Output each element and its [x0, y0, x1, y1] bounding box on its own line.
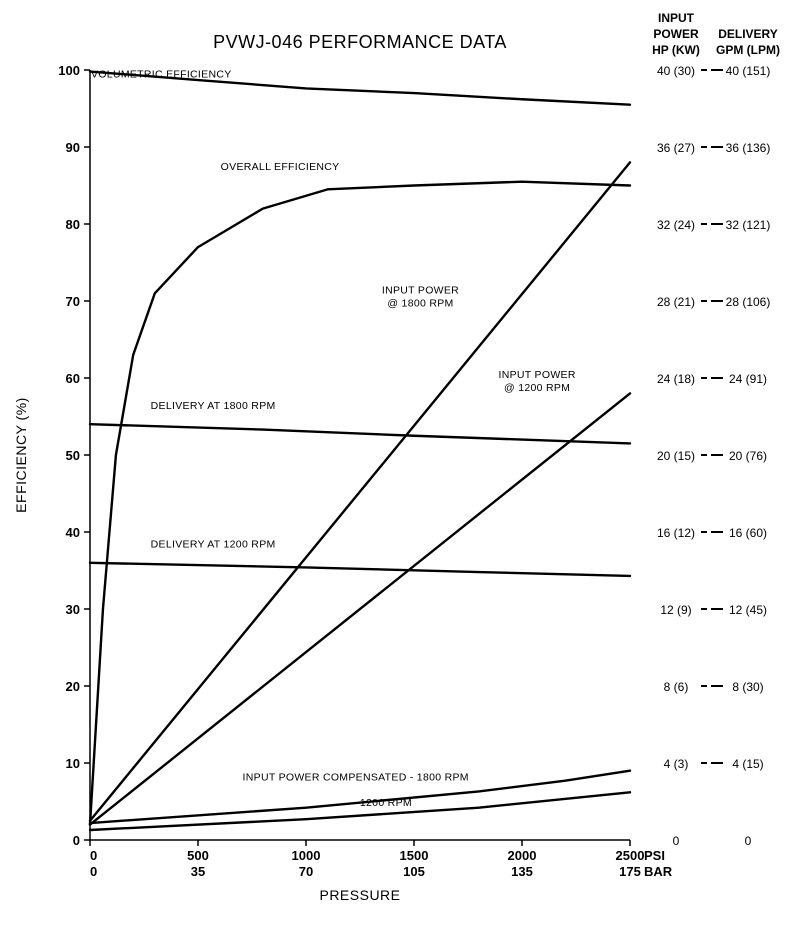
right-power-header: INPUT	[658, 11, 695, 25]
x-tick-label-bar: 135	[511, 864, 533, 879]
chart-title: PVWJ-046 PERFORMANCE DATA	[213, 32, 507, 52]
right-delivery-tick: 8 (30)	[732, 680, 763, 694]
x-tick-label-bar: 35	[191, 864, 205, 879]
right-delivery-header: DELIVERY	[718, 27, 778, 41]
y-tick-label: 60	[66, 371, 80, 386]
series-label-compensated_1800: INPUT POWER COMPENSATED - 1800 RPM	[243, 772, 469, 784]
series-overall_efficiency	[90, 182, 630, 825]
right-delivery-tick: 12 (45)	[729, 603, 767, 617]
x-tick-label-psi: 1000	[292, 848, 321, 863]
right-power-tick: 32 (24)	[657, 218, 695, 232]
series-label-delivery_1800: DELIVERY AT 1800 RPM	[151, 400, 276, 412]
right-power-header: HP (KW)	[652, 43, 700, 57]
x-tick-label-bar: 105	[403, 864, 425, 879]
x-unit-psi: PSI	[644, 848, 665, 863]
y-axis-title: EFFICIENCY (%)	[13, 397, 29, 513]
right-power-tick: 12 (9)	[660, 603, 691, 617]
series-label-delivery_1200: DELIVERY AT 1200 RPM	[151, 538, 276, 550]
y-tick-label: 20	[66, 679, 80, 694]
y-tick-label: 70	[66, 294, 80, 309]
y-tick-label: 90	[66, 140, 80, 155]
right-delivery-tick: 4 (15)	[732, 757, 763, 771]
x-tick-label-bar: 0	[90, 864, 97, 879]
right-delivery-tick: 20 (76)	[729, 449, 767, 463]
right-power-tick: 28 (21)	[657, 295, 695, 309]
series-label-input_power_1200: INPUT POWER	[499, 369, 576, 381]
series-delivery_1800	[90, 424, 630, 443]
right-delivery-tick: 36 (136)	[726, 141, 771, 155]
right-delivery-tick: 32 (121)	[726, 218, 771, 232]
right-delivery-header: GPM (LPM)	[716, 43, 780, 57]
y-tick-label: 30	[66, 602, 80, 617]
right-power-tick: 36 (27)	[657, 141, 695, 155]
x-tick-label-psi: 500	[187, 848, 209, 863]
series-label-volumetric_efficiency: VOLUMETRIC EFFICIENCY	[91, 69, 231, 81]
right-power-header: POWER	[653, 27, 699, 41]
series-input_power_1200	[90, 393, 630, 824]
y-tick-label: 0	[73, 833, 80, 848]
series-input_power_1800	[90, 162, 630, 820]
x-tick-label-psi: 1500	[400, 848, 429, 863]
right-power-tick: 16 (12)	[657, 526, 695, 540]
y-tick-label: 40	[66, 525, 80, 540]
series-label-overall_efficiency: OVERALL EFFICIENCY	[221, 161, 340, 173]
series-label-input_power_1200: @ 1200 RPM	[504, 382, 570, 394]
x-tick-label-bar: 175	[619, 864, 641, 879]
right-power-tick: 24 (18)	[657, 372, 695, 386]
x-tick-label-bar: 70	[299, 864, 313, 879]
series-label-input_power_1800: INPUT POWER	[382, 284, 459, 296]
right-delivery-tick: 0	[745, 834, 752, 848]
right-delivery-tick: 28 (106)	[726, 295, 771, 309]
page: { "chart": { "type": "line", "title": "P…	[0, 0, 800, 925]
x-tick-label-psi: 0	[90, 848, 97, 863]
y-tick-label: 50	[66, 448, 80, 463]
y-tick-label: 100	[58, 63, 80, 78]
y-tick-label: 80	[66, 217, 80, 232]
x-unit-bar: BAR	[644, 864, 673, 879]
x-tick-label-psi: 2000	[508, 848, 537, 863]
right-power-tick: 8 (6)	[664, 680, 689, 694]
x-axis-title: PRESSURE	[319, 887, 400, 903]
series-label-compensated_1200: 1200 RPM	[360, 797, 412, 809]
right-power-tick: 20 (15)	[657, 449, 695, 463]
y-tick-label: 10	[66, 756, 80, 771]
x-tick-label-psi: 2500	[616, 848, 645, 863]
series-delivery_1200	[90, 563, 630, 576]
right-delivery-tick: 40 (151)	[726, 64, 771, 78]
right-power-tick: 4 (3)	[664, 757, 689, 771]
performance-chart: PVWJ-046 PERFORMANCE DATA INPUT POWER HP (K…	[0, 0, 800, 925]
series-label-input_power_1800: @ 1800 RPM	[387, 297, 453, 309]
right-delivery-tick: 24 (91)	[729, 372, 767, 386]
right-delivery-tick: 16 (60)	[729, 526, 767, 540]
right-power-tick: 40 (30)	[657, 64, 695, 78]
right-power-tick: 0	[673, 834, 680, 848]
